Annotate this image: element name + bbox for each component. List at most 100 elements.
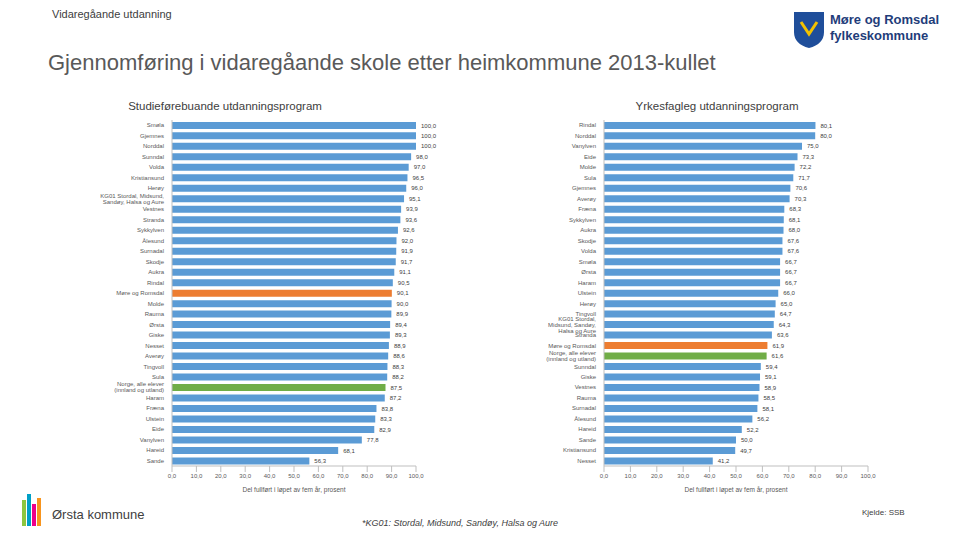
svg-text:20,0: 20,0 xyxy=(651,473,663,479)
svg-text:Norddal: Norddal xyxy=(143,143,164,149)
svg-text:68,1: 68,1 xyxy=(789,217,801,223)
svg-text:92,6: 92,6 xyxy=(403,227,415,233)
svg-text:63,6: 63,6 xyxy=(777,332,789,338)
svg-text:Vestnes: Vestnes xyxy=(575,384,596,390)
svg-text:Eide: Eide xyxy=(584,154,597,160)
svg-text:Herøy: Herøy xyxy=(148,185,164,191)
svg-text:10,0: 10,0 xyxy=(191,473,203,479)
svg-text:Møre og Romsdal: Møre og Romsdal xyxy=(116,290,164,296)
svg-text:Haram: Haram xyxy=(578,280,596,286)
svg-text:88,3: 88,3 xyxy=(392,364,404,370)
svg-text:40,0: 40,0 xyxy=(704,473,716,479)
svg-text:0,0: 0,0 xyxy=(600,473,609,479)
svg-text:91,1: 91,1 xyxy=(399,269,411,275)
svg-text:50,0: 50,0 xyxy=(741,437,753,443)
svg-text:Smøla: Smøla xyxy=(579,259,597,265)
svg-text:50,0: 50,0 xyxy=(730,473,742,479)
svg-text:Rauma: Rauma xyxy=(577,395,597,401)
svg-text:75,0: 75,0 xyxy=(807,143,819,149)
svg-text:Sykkylven: Sykkylven xyxy=(137,227,164,233)
svg-text:61,9: 61,9 xyxy=(772,343,784,349)
svg-text:73,3: 73,3 xyxy=(803,154,815,160)
svg-text:Sande: Sande xyxy=(579,437,597,443)
svg-text:100,0: 100,0 xyxy=(408,473,424,479)
svg-text:40,0: 40,0 xyxy=(264,473,276,479)
svg-text:60,0: 60,0 xyxy=(757,473,769,479)
svg-text:98,0: 98,0 xyxy=(416,154,428,160)
svg-text:83,8: 83,8 xyxy=(381,406,393,412)
svg-text:80,1: 80,1 xyxy=(820,123,832,129)
svg-text:100,0: 100,0 xyxy=(421,143,437,149)
svg-text:Stranda: Stranda xyxy=(143,217,165,223)
svg-text:Sunndal: Sunndal xyxy=(142,154,164,160)
svg-text:60,0: 60,0 xyxy=(313,473,325,479)
svg-text:83,3: 83,3 xyxy=(380,416,392,422)
svg-text:Volda: Volda xyxy=(149,164,165,170)
svg-text:68,3: 68,3 xyxy=(789,206,801,212)
svg-text:10,0: 10,0 xyxy=(625,473,637,479)
svg-text:96,0: 96,0 xyxy=(411,185,423,191)
svg-text:88,2: 88,2 xyxy=(392,374,404,380)
svg-text:96,5: 96,5 xyxy=(412,175,424,181)
svg-text:90,0: 90,0 xyxy=(397,301,409,307)
svg-text:20,0: 20,0 xyxy=(215,473,227,479)
svg-text:Ålesund: Ålesund xyxy=(574,416,596,422)
svg-text:58,5: 58,5 xyxy=(763,395,775,401)
svg-text:Ørsta: Ørsta xyxy=(149,322,164,328)
svg-text:89,9: 89,9 xyxy=(396,311,408,317)
svg-text:66,0: 66,0 xyxy=(783,290,795,296)
svg-text:Skodje: Skodje xyxy=(578,238,597,244)
svg-text:68,1: 68,1 xyxy=(343,448,355,454)
svg-text:Molde: Molde xyxy=(580,164,597,170)
svg-text:58,9: 58,9 xyxy=(764,385,776,391)
svg-text:59,1: 59,1 xyxy=(765,374,777,380)
svg-text:Surnadal: Surnadal xyxy=(140,248,164,254)
svg-text:92,0: 92,0 xyxy=(401,238,413,244)
svg-text:Giske: Giske xyxy=(581,374,597,380)
svg-text:68,0: 68,0 xyxy=(789,227,801,233)
svg-text:100,0: 100,0 xyxy=(421,123,437,129)
svg-text:Sula: Sula xyxy=(152,374,165,380)
svg-text:66,7: 66,7 xyxy=(785,280,797,286)
svg-text:Gjemnes: Gjemnes xyxy=(572,185,596,191)
svg-text:Sunndal: Sunndal xyxy=(574,364,596,370)
svg-text:Rauma: Rauma xyxy=(145,311,165,317)
svg-text:Stranda: Stranda xyxy=(575,332,597,338)
svg-text:Volda: Volda xyxy=(581,248,597,254)
svg-text:72,2: 72,2 xyxy=(800,164,812,170)
svg-text:Vanylven: Vanylven xyxy=(572,143,596,149)
svg-text:Sykkylven: Sykkylven xyxy=(569,217,596,223)
svg-text:Haram: Haram xyxy=(146,395,164,401)
svg-text:Surnadal: Surnadal xyxy=(572,405,596,411)
svg-text:Aukra: Aukra xyxy=(148,269,164,275)
svg-text:30,0: 30,0 xyxy=(677,473,689,479)
svg-text:Hareid: Hareid xyxy=(578,426,596,432)
svg-text:Fræna: Fræna xyxy=(578,206,596,212)
svg-text:52,2: 52,2 xyxy=(747,427,759,433)
svg-text:89,4: 89,4 xyxy=(395,322,407,328)
svg-text:Rindal: Rindal xyxy=(147,280,164,286)
svg-text:66,7: 66,7 xyxy=(785,269,797,275)
svg-text:95,1: 95,1 xyxy=(409,196,421,202)
svg-text:Aukra: Aukra xyxy=(580,227,596,233)
svg-text:Ålesund: Ålesund xyxy=(142,238,164,244)
svg-text:Herøy: Herøy xyxy=(580,301,596,307)
svg-text:70,0: 70,0 xyxy=(337,473,349,479)
svg-text:KG01 Stordal,Midsund, Sandøy,H: KG01 Stordal,Midsund, Sandøy,Halsa og Au… xyxy=(548,316,597,334)
svg-text:67,6: 67,6 xyxy=(787,248,799,254)
svg-text:Skodje: Skodje xyxy=(146,259,165,265)
svg-text:56,3: 56,3 xyxy=(314,458,326,464)
svg-text:90,5: 90,5 xyxy=(398,280,410,286)
svg-text:82,9: 82,9 xyxy=(379,427,391,433)
svg-text:Norge, alle elever(innland og: Norge, alle elever(innland og utland) xyxy=(114,381,164,393)
svg-text:Giske: Giske xyxy=(149,332,165,338)
svg-text:97,0: 97,0 xyxy=(414,164,426,170)
svg-text:Averøy: Averøy xyxy=(577,196,596,202)
svg-text:KG01 Stordal, Midsund,Sandøy,: KG01 Stordal, Midsund,Sandøy, Halsa og A… xyxy=(100,193,164,205)
svg-text:70,3: 70,3 xyxy=(795,196,807,202)
svg-text:30,0: 30,0 xyxy=(239,473,251,479)
svg-text:90,0: 90,0 xyxy=(386,473,398,479)
svg-text:61,6: 61,6 xyxy=(772,353,784,359)
svg-text:88,9: 88,9 xyxy=(394,343,406,349)
svg-text:Fræna: Fræna xyxy=(146,405,164,411)
